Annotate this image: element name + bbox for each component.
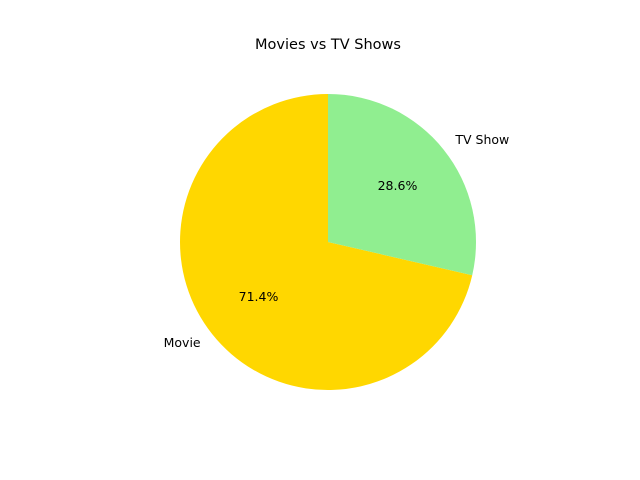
pie-slice-tv-show <box>328 94 476 276</box>
pie-labels: Movie 71.4% TV Show 28.6% <box>164 132 510 350</box>
pie-slice-movie <box>180 94 473 391</box>
slice-label-movie: Movie <box>164 335 201 350</box>
slice-label-tv-show: TV Show <box>454 132 509 147</box>
slice-percent-movie: 71.4% <box>239 289 279 304</box>
slice-percent-tv-show: 28.6% <box>378 178 418 193</box>
pie-slices <box>180 94 476 391</box>
chart-title: Movies vs TV Shows <box>255 37 401 53</box>
